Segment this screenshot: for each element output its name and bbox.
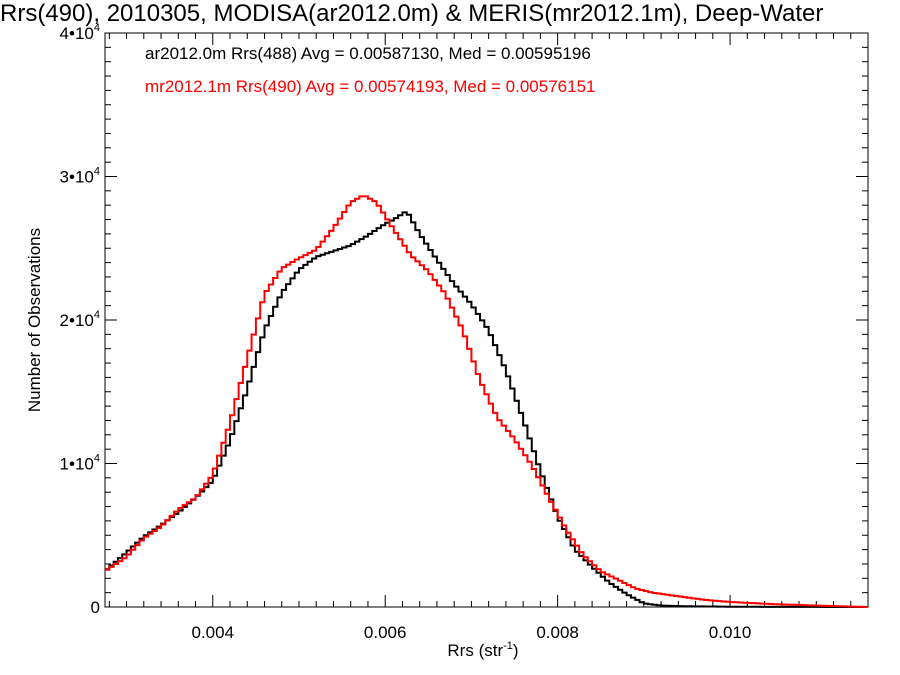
y-tick-label: 1•104 (60, 453, 100, 474)
x-tick-label: 0.010 (709, 623, 752, 642)
x-axis-label: Rrs (str-1) (447, 640, 518, 660)
legend-entry-black: ar2012.0m Rrs(488) Avg = 0.00587130, Med… (145, 44, 591, 63)
series-ar2012-line (105, 211, 868, 608)
legend-entry-red: mr2012.1m Rrs(490) Avg = 0.00574193, Med… (145, 77, 596, 96)
ticks (105, 32, 869, 608)
chart-title: Rrs(490), 2010305, MODISA(ar2012.0m) & M… (0, 0, 824, 27)
series (105, 195, 868, 608)
y-tick-label: 0 (91, 598, 100, 617)
x-tick-label: 0.006 (364, 623, 407, 642)
y-tick-label: 2•104 (60, 309, 100, 330)
x-tick-label: 0.008 (536, 623, 579, 642)
x-tick-label: 0.004 (191, 623, 234, 642)
y-tick-label: 4•104 (60, 22, 100, 43)
plot-frame (104, 32, 869, 608)
series-mr2012-line (105, 195, 868, 608)
y-axis-label: Number of Observations (25, 228, 44, 412)
y-tick-label: 3•104 (60, 166, 100, 187)
tick-labels: 0.004 0.006 0.008 0.010 0 1•104 2•104 3•104 4•10… (60, 22, 752, 642)
axes (104, 32, 869, 608)
